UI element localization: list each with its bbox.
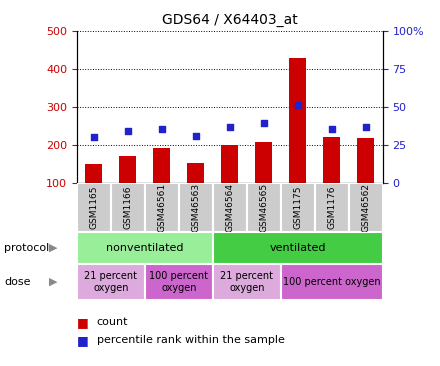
Bar xyxy=(281,264,383,300)
Text: 21 percent
oxygen: 21 percent oxygen xyxy=(84,271,137,293)
Bar xyxy=(77,232,213,264)
Text: ■: ■ xyxy=(77,315,89,329)
Text: percentile rank within the sample: percentile rank within the sample xyxy=(97,335,285,346)
Bar xyxy=(154,148,170,183)
Text: GSM46561: GSM46561 xyxy=(158,183,166,232)
Bar xyxy=(111,183,145,232)
Bar xyxy=(290,58,306,183)
Bar xyxy=(357,138,374,183)
Text: 100 percent oxygen: 100 percent oxygen xyxy=(283,277,381,287)
Text: 21 percent
oxygen: 21 percent oxygen xyxy=(220,271,273,293)
Text: dose: dose xyxy=(4,277,31,287)
Bar xyxy=(281,183,315,232)
Bar xyxy=(213,232,383,264)
Text: GSM46563: GSM46563 xyxy=(191,183,201,232)
Bar xyxy=(247,183,281,232)
Text: GSM46562: GSM46562 xyxy=(361,183,370,232)
Text: protocol: protocol xyxy=(4,243,50,253)
Text: ventilated: ventilated xyxy=(270,243,326,253)
Bar xyxy=(120,156,136,183)
Bar xyxy=(213,264,281,300)
Point xyxy=(91,134,98,140)
Bar xyxy=(187,163,205,183)
Text: nonventilated: nonventilated xyxy=(106,243,184,253)
Point xyxy=(192,132,199,138)
Bar xyxy=(145,264,213,300)
Text: GSM1175: GSM1175 xyxy=(293,186,302,229)
Point xyxy=(328,126,335,132)
Text: GSM1176: GSM1176 xyxy=(327,186,336,229)
Point xyxy=(158,126,165,132)
Text: ▶: ▶ xyxy=(48,277,57,287)
Text: GSM1166: GSM1166 xyxy=(124,186,132,229)
Point xyxy=(226,124,233,130)
Bar xyxy=(221,145,238,183)
Text: GSM46564: GSM46564 xyxy=(225,183,235,232)
Text: ■: ■ xyxy=(77,334,89,347)
Bar xyxy=(323,137,340,183)
Text: ▶: ▶ xyxy=(48,243,57,253)
Bar xyxy=(349,183,383,232)
Bar xyxy=(179,183,213,232)
Point xyxy=(294,102,301,108)
Bar xyxy=(85,164,103,183)
Bar xyxy=(77,264,145,300)
Text: GSM1165: GSM1165 xyxy=(89,186,99,229)
Text: 100 percent
oxygen: 100 percent oxygen xyxy=(150,271,209,293)
Bar xyxy=(145,183,179,232)
Point xyxy=(125,128,132,134)
Bar xyxy=(255,142,272,183)
Point xyxy=(260,120,268,126)
Text: GSM46565: GSM46565 xyxy=(259,183,268,232)
Text: count: count xyxy=(97,317,128,327)
Bar xyxy=(213,183,247,232)
Bar xyxy=(315,183,349,232)
Title: GDS64 / X64403_at: GDS64 / X64403_at xyxy=(162,13,298,27)
Point xyxy=(362,124,369,130)
Bar xyxy=(77,183,111,232)
